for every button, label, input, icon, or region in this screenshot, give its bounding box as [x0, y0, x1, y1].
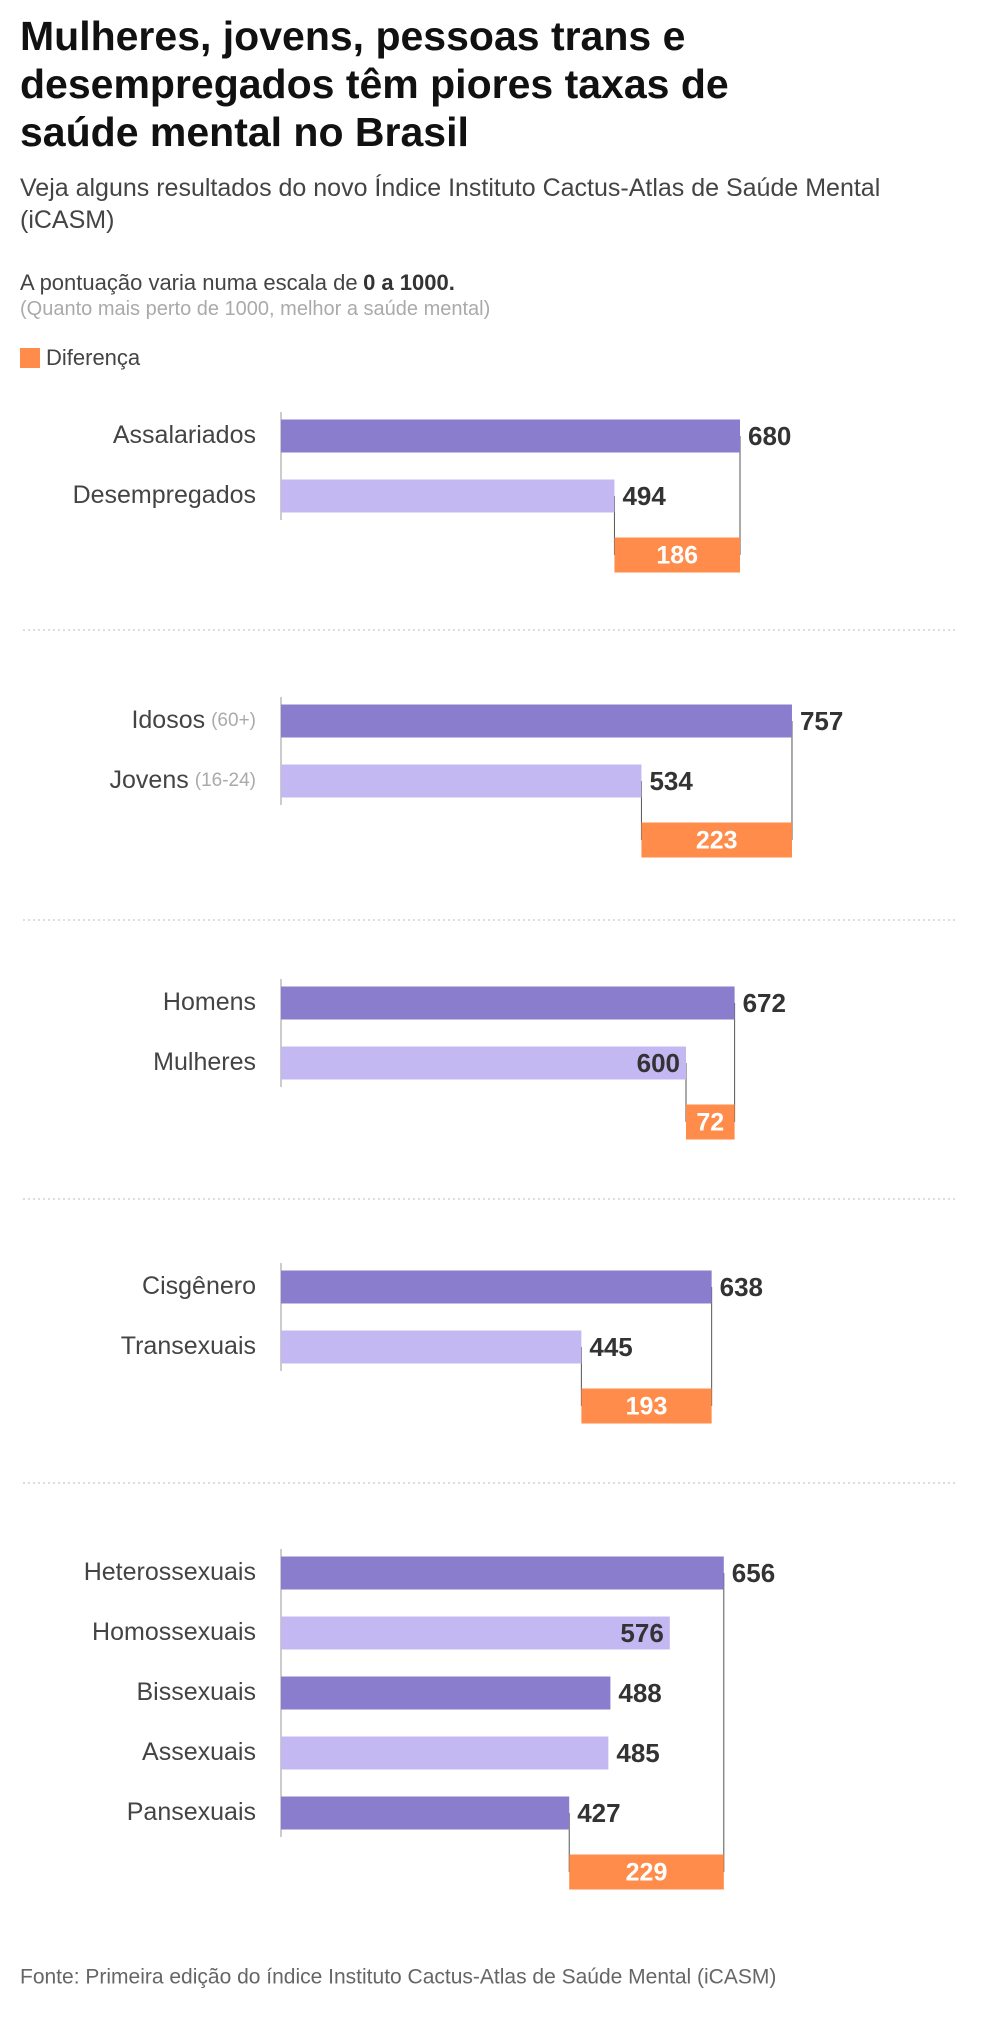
- value-label: 488: [618, 1678, 661, 1708]
- category-label: Homens: [163, 988, 256, 1016]
- category-label: Bissexuais: [137, 1678, 257, 1706]
- value-label: 445: [589, 1332, 632, 1362]
- legend-label: Diferença: [46, 345, 141, 370]
- category-name: Heterossexuais: [84, 1558, 256, 1586]
- value-label: 534: [649, 766, 693, 796]
- scale-note-text: A pontuação varia numa escala de: [20, 270, 358, 295]
- value-label: 576: [620, 1618, 663, 1648]
- legend-swatch: [20, 348, 40, 368]
- category-name: Assexuais: [142, 1738, 256, 1766]
- value-label: 494: [622, 481, 666, 511]
- category-label: Idosos (60+): [131, 706, 256, 734]
- difference-bar: [569, 1854, 724, 1890]
- category-label: Assalariados: [113, 421, 256, 449]
- category-label: Homossexuais: [92, 1618, 256, 1646]
- bar: [281, 479, 615, 513]
- category-note: (16-24): [195, 770, 256, 791]
- scale-range: 0 a 1000.: [363, 270, 455, 295]
- value-label: 757: [800, 706, 843, 736]
- category-note: (60+): [211, 710, 256, 731]
- category-label: Jovens (16-24): [110, 766, 256, 794]
- bar: [281, 1796, 570, 1830]
- category-name: Pansexuais: [127, 1798, 256, 1826]
- scale-hint: (Quanto mais perto de 1000, melhor a saú…: [20, 298, 491, 320]
- difference-label: 72: [696, 1109, 724, 1137]
- value-label: 485: [616, 1738, 659, 1768]
- difference-label: 229: [626, 1859, 668, 1887]
- title: Mulheres, jovens, pessoas trans e desemp…: [20, 13, 729, 155]
- difference-label: 223: [696, 827, 738, 855]
- difference-bar: [614, 537, 740, 573]
- category-label: Pansexuais: [127, 1798, 256, 1826]
- category-name: Homens: [163, 988, 256, 1016]
- category-label: Mulheres: [153, 1048, 256, 1076]
- category-name: Assalariados: [113, 421, 256, 449]
- category-name: Mulheres: [153, 1048, 256, 1076]
- difference-bar: [686, 1104, 735, 1140]
- category-name: Bissexuais: [137, 1678, 257, 1706]
- category-name: Idosos: [131, 706, 205, 734]
- bar: [281, 1736, 609, 1770]
- value-label: 638: [720, 1272, 763, 1302]
- difference-label: 186: [656, 542, 698, 570]
- category-name: Jovens: [110, 766, 189, 794]
- value-label: 656: [732, 1558, 775, 1588]
- bar: [281, 704, 792, 738]
- bar: [281, 1616, 670, 1650]
- category-name: Desempregados: [73, 481, 256, 509]
- bar: [281, 1556, 724, 1590]
- category-label: Cisgênero: [142, 1272, 256, 1300]
- difference-bar: [641, 822, 792, 858]
- difference-label: 193: [626, 1393, 668, 1421]
- category-label: Heterossexuais: [84, 1558, 256, 1586]
- subtitle: Veja alguns resultados do novo Índice In…: [20, 174, 881, 234]
- category-name: Cisgênero: [142, 1272, 256, 1300]
- category-label: Assexuais: [142, 1738, 256, 1766]
- value-label: 427: [577, 1798, 620, 1828]
- value-label: 680: [748, 421, 791, 451]
- scale-note: A pontuação varia numa escala de 0 a 1000…: [20, 270, 455, 296]
- value-label: 672: [743, 988, 786, 1018]
- bar: [281, 1046, 686, 1080]
- category-name: Homossexuais: [92, 1618, 256, 1646]
- bar: [281, 1676, 611, 1710]
- bar: [281, 1270, 712, 1304]
- source: Fonte: Primeira edição do índice Institu…: [20, 1966, 776, 1989]
- bar: [281, 419, 740, 453]
- difference-bar: [581, 1388, 712, 1424]
- bar: [281, 1330, 582, 1364]
- value-label: 600: [637, 1048, 680, 1078]
- category-label: Desempregados: [73, 481, 256, 509]
- category-name: Transexuais: [121, 1332, 256, 1360]
- bar: [281, 764, 642, 798]
- bar: [281, 986, 735, 1020]
- category-label: Transexuais: [121, 1332, 256, 1360]
